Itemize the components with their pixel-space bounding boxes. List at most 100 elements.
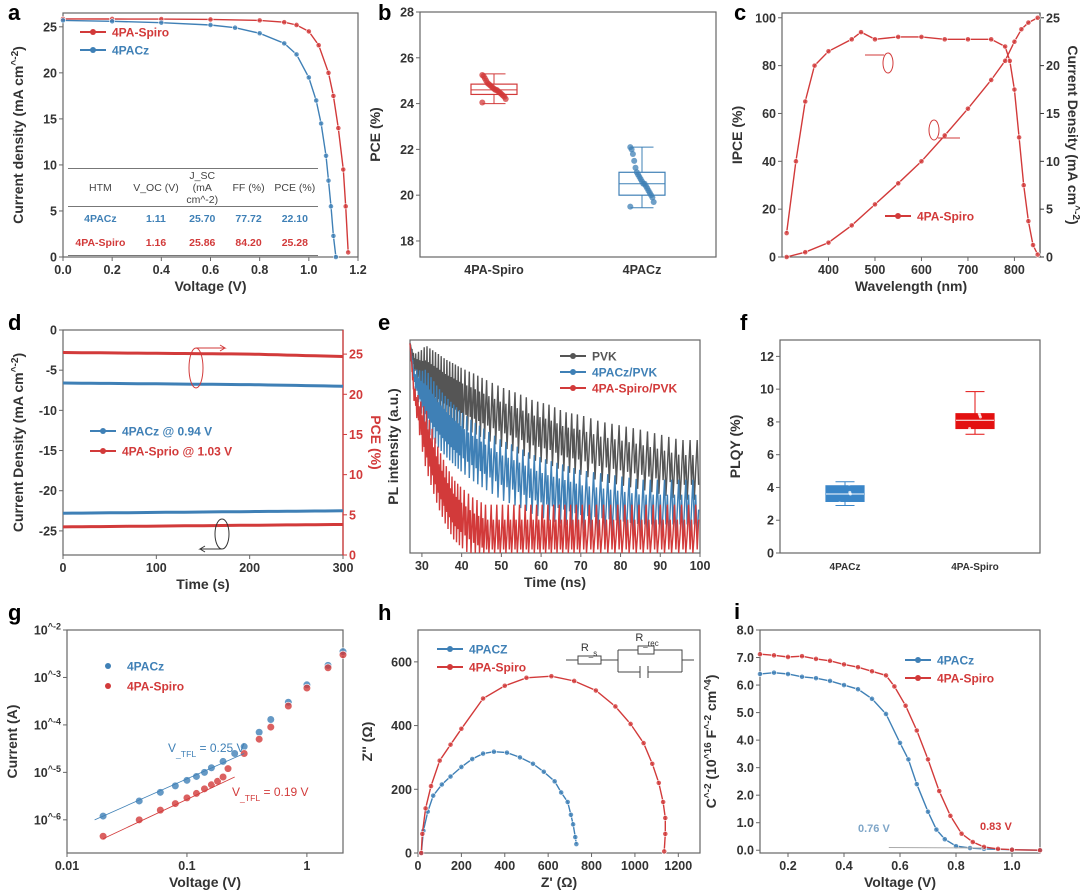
text-run: 100 bbox=[690, 559, 711, 573]
legend-marker bbox=[105, 683, 111, 689]
text-run: 0.1 bbox=[178, 859, 195, 873]
superscript: ^-6 bbox=[48, 811, 61, 821]
superscript: ^-2 bbox=[10, 357, 21, 372]
text-run: 0 bbox=[349, 549, 356, 563]
data-point bbox=[60, 17, 66, 24]
text-run: PCE (%) bbox=[368, 415, 384, 469]
y2-axis-label: Current Density (mA cm^-2) bbox=[1065, 45, 1080, 224]
data-point bbox=[802, 249, 809, 256]
x-tick-label: 0.6 bbox=[891, 859, 908, 873]
data-point bbox=[540, 768, 547, 775]
data-point bbox=[785, 654, 791, 660]
table-header: HTM bbox=[89, 181, 112, 194]
superscript: ^-2 bbox=[703, 715, 714, 730]
table-row: 4PA-Spiro 1.16 25.86 84.20 25.28 bbox=[68, 231, 318, 256]
data-point bbox=[266, 722, 275, 732]
y2-tick-label: 0 bbox=[349, 549, 356, 563]
data-point bbox=[918, 34, 925, 40]
data-point bbox=[469, 756, 476, 762]
data-point bbox=[200, 784, 209, 793]
data-point bbox=[458, 725, 465, 732]
data-point bbox=[281, 19, 288, 26]
x-tick-label: 100 bbox=[690, 559, 711, 573]
plot-frame bbox=[419, 11, 717, 258]
x-category-label: 4PA-Spiro bbox=[951, 562, 999, 573]
x-axis-label: Wavelength (nm) bbox=[855, 278, 967, 294]
series-line bbox=[420, 750, 578, 854]
data-point bbox=[902, 702, 909, 709]
text-run: 0 bbox=[405, 847, 412, 861]
y-tick-label: 0 bbox=[405, 847, 412, 861]
data-point bbox=[564, 799, 571, 805]
data-point bbox=[969, 839, 976, 845]
text-run: 4PACz bbox=[127, 660, 164, 674]
y-tick-label: 10^-5 bbox=[34, 764, 61, 780]
data-point bbox=[207, 16, 214, 23]
y-tick-label: 10^-2 bbox=[34, 622, 61, 638]
text-run: g bbox=[8, 600, 21, 625]
y-tick-label: 0 bbox=[767, 547, 774, 561]
text-run: 0 bbox=[1046, 251, 1053, 265]
y-tick-label: 22 bbox=[400, 143, 414, 157]
data-point bbox=[918, 158, 925, 165]
y-axis-label: Current (A) bbox=[4, 705, 20, 779]
data-point bbox=[1034, 251, 1041, 258]
data-point bbox=[328, 203, 334, 210]
x-tick-label: 500 bbox=[865, 263, 886, 277]
legend-label: 4PA-Spiro bbox=[937, 672, 994, 686]
text-run: PVK bbox=[592, 350, 617, 364]
y2-axis-label: PCE (%) bbox=[368, 415, 384, 469]
data-point bbox=[827, 657, 833, 664]
data-point bbox=[883, 711, 889, 717]
data-point bbox=[315, 42, 322, 49]
legend-marker bbox=[90, 29, 96, 35]
data-point bbox=[551, 778, 558, 785]
data-point bbox=[1034, 14, 1041, 21]
y2-tick-label: 20 bbox=[349, 388, 363, 402]
data-point bbox=[771, 652, 777, 659]
series-line bbox=[409, 343, 700, 540]
y2-tick-label: 5 bbox=[1046, 203, 1053, 217]
y2-tick-label: 20 bbox=[1046, 59, 1060, 73]
superscript: ^-3 bbox=[48, 669, 61, 679]
x-axis-label: Voltage (V) bbox=[169, 874, 241, 890]
superscript: ^-5 bbox=[48, 764, 61, 774]
text-run: 200 bbox=[451, 859, 472, 873]
text-run: Current (A) bbox=[4, 705, 20, 779]
annotation: 0.83 V bbox=[980, 821, 1012, 833]
text-run: 5.0 bbox=[737, 706, 754, 720]
data-point bbox=[1025, 19, 1032, 26]
data-point bbox=[1020, 182, 1027, 189]
panel-label-f: f bbox=[740, 310, 748, 335]
y-tick-label: 0.0 bbox=[737, 844, 754, 858]
data-point bbox=[841, 661, 847, 668]
text-run: Voltage (V) bbox=[169, 874, 241, 890]
data-point bbox=[504, 749, 510, 756]
text-run: Voltage (V) bbox=[864, 874, 936, 890]
data-point bbox=[827, 678, 833, 684]
data-point bbox=[627, 203, 634, 210]
text-run: 10 bbox=[43, 158, 57, 172]
text-run: 400 bbox=[391, 719, 412, 733]
text-run: ) bbox=[703, 675, 719, 680]
data-point bbox=[811, 62, 818, 69]
text-run: 3.0 bbox=[737, 761, 754, 775]
panel-label-b: b bbox=[378, 0, 391, 25]
x-tick-label: 0.1 bbox=[178, 859, 195, 873]
series-line bbox=[409, 343, 700, 554]
y-tick-label: 60 bbox=[762, 107, 776, 121]
x-category-label: 4PACz bbox=[830, 562, 861, 573]
data-point bbox=[793, 158, 799, 165]
x-tick-label: 0.01 bbox=[55, 859, 79, 873]
data-point bbox=[428, 783, 434, 789]
table-cell: 4PACz bbox=[84, 213, 117, 225]
data-point bbox=[925, 808, 931, 815]
data-point bbox=[1016, 134, 1022, 141]
text-run: IPCE (%) bbox=[729, 106, 745, 164]
text-run: -20 bbox=[39, 484, 57, 498]
series-line bbox=[62, 509, 344, 515]
y-tick-label: 0 bbox=[50, 324, 57, 338]
data-point bbox=[941, 36, 948, 43]
text-run: 25 bbox=[349, 348, 363, 362]
data-point bbox=[965, 105, 971, 112]
